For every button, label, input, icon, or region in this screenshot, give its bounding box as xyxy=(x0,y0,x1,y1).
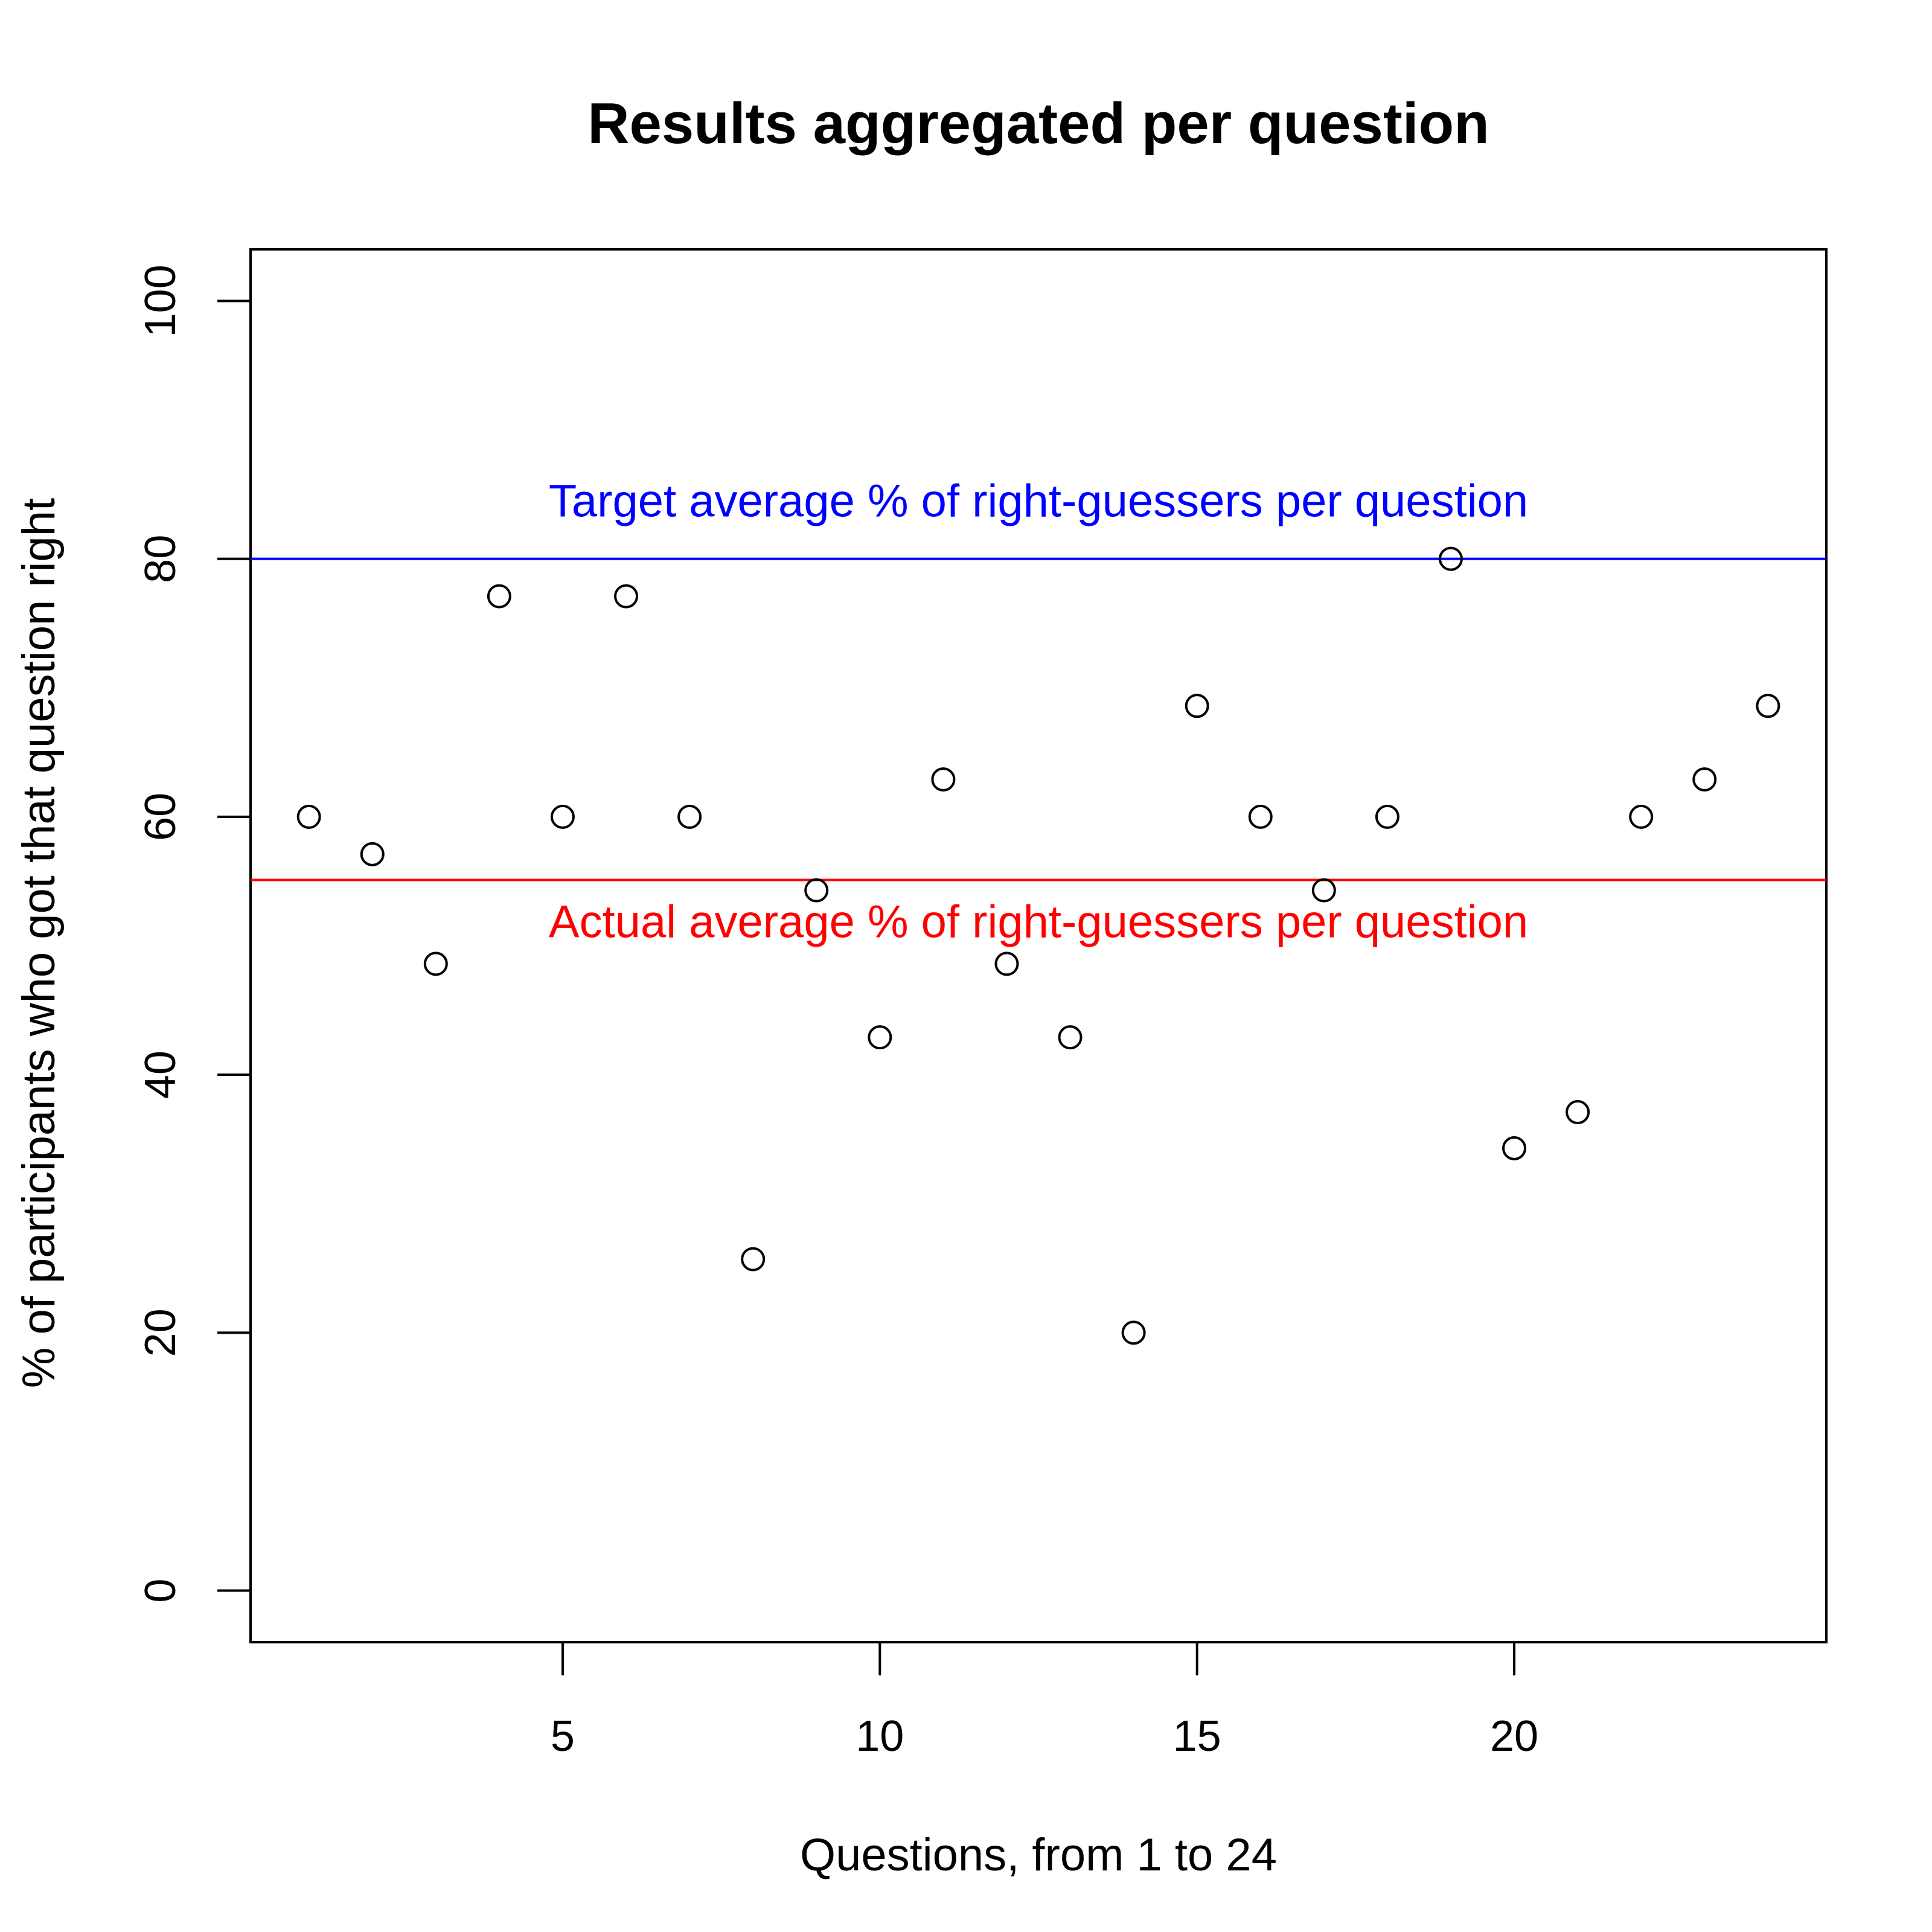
y-tick-label: 100 xyxy=(136,264,185,337)
data-point xyxy=(296,804,321,829)
data-point xyxy=(550,804,575,829)
reference-line-label: Actual average % of right-guessers per q… xyxy=(549,897,1528,948)
data-point xyxy=(868,1025,892,1050)
data-point xyxy=(1185,694,1209,718)
y-tick-label: 0 xyxy=(136,1579,185,1603)
data-point xyxy=(1375,804,1399,829)
data-point xyxy=(1756,694,1780,718)
y-tick-label: 20 xyxy=(136,1308,185,1357)
x-tick-label: 20 xyxy=(1490,1712,1538,1761)
data-point xyxy=(1121,1320,1146,1345)
x-tick-label: 5 xyxy=(551,1712,575,1761)
data-point xyxy=(1248,804,1273,829)
data-point xyxy=(677,804,702,829)
data-point xyxy=(1311,878,1336,903)
x-tick-label: 10 xyxy=(856,1712,904,1761)
data-point xyxy=(423,952,448,976)
data-point xyxy=(804,878,829,903)
x-axis-label: Questions, from 1 to 24 xyxy=(800,1829,1277,1881)
data-point xyxy=(1058,1025,1083,1050)
data-point xyxy=(1692,767,1717,792)
data-point xyxy=(1566,1100,1590,1125)
y-tick-label: 40 xyxy=(136,1051,185,1099)
data-point xyxy=(614,584,639,609)
data-point xyxy=(360,842,385,866)
data-point xyxy=(1438,546,1463,571)
x-tick-label: 15 xyxy=(1173,1712,1221,1761)
data-point xyxy=(931,767,956,792)
data-point xyxy=(1502,1136,1527,1160)
data-point xyxy=(994,952,1019,976)
data-point xyxy=(1629,804,1654,829)
data-point xyxy=(741,1247,766,1271)
plot-frame xyxy=(249,248,1828,1643)
reference-line-label: Target average % of right-guessers per q… xyxy=(549,476,1528,527)
y-tick-label: 60 xyxy=(136,793,185,841)
y-tick-label: 80 xyxy=(136,535,185,583)
y-axis-label: % of participants who got that question … xyxy=(13,498,65,1388)
chart-title: Results aggregated per question xyxy=(587,91,1489,156)
data-point xyxy=(487,584,511,609)
plot-area: 5 10 15 20 0 20 40 60 80 100 Target average % of r… xyxy=(136,248,1828,1761)
